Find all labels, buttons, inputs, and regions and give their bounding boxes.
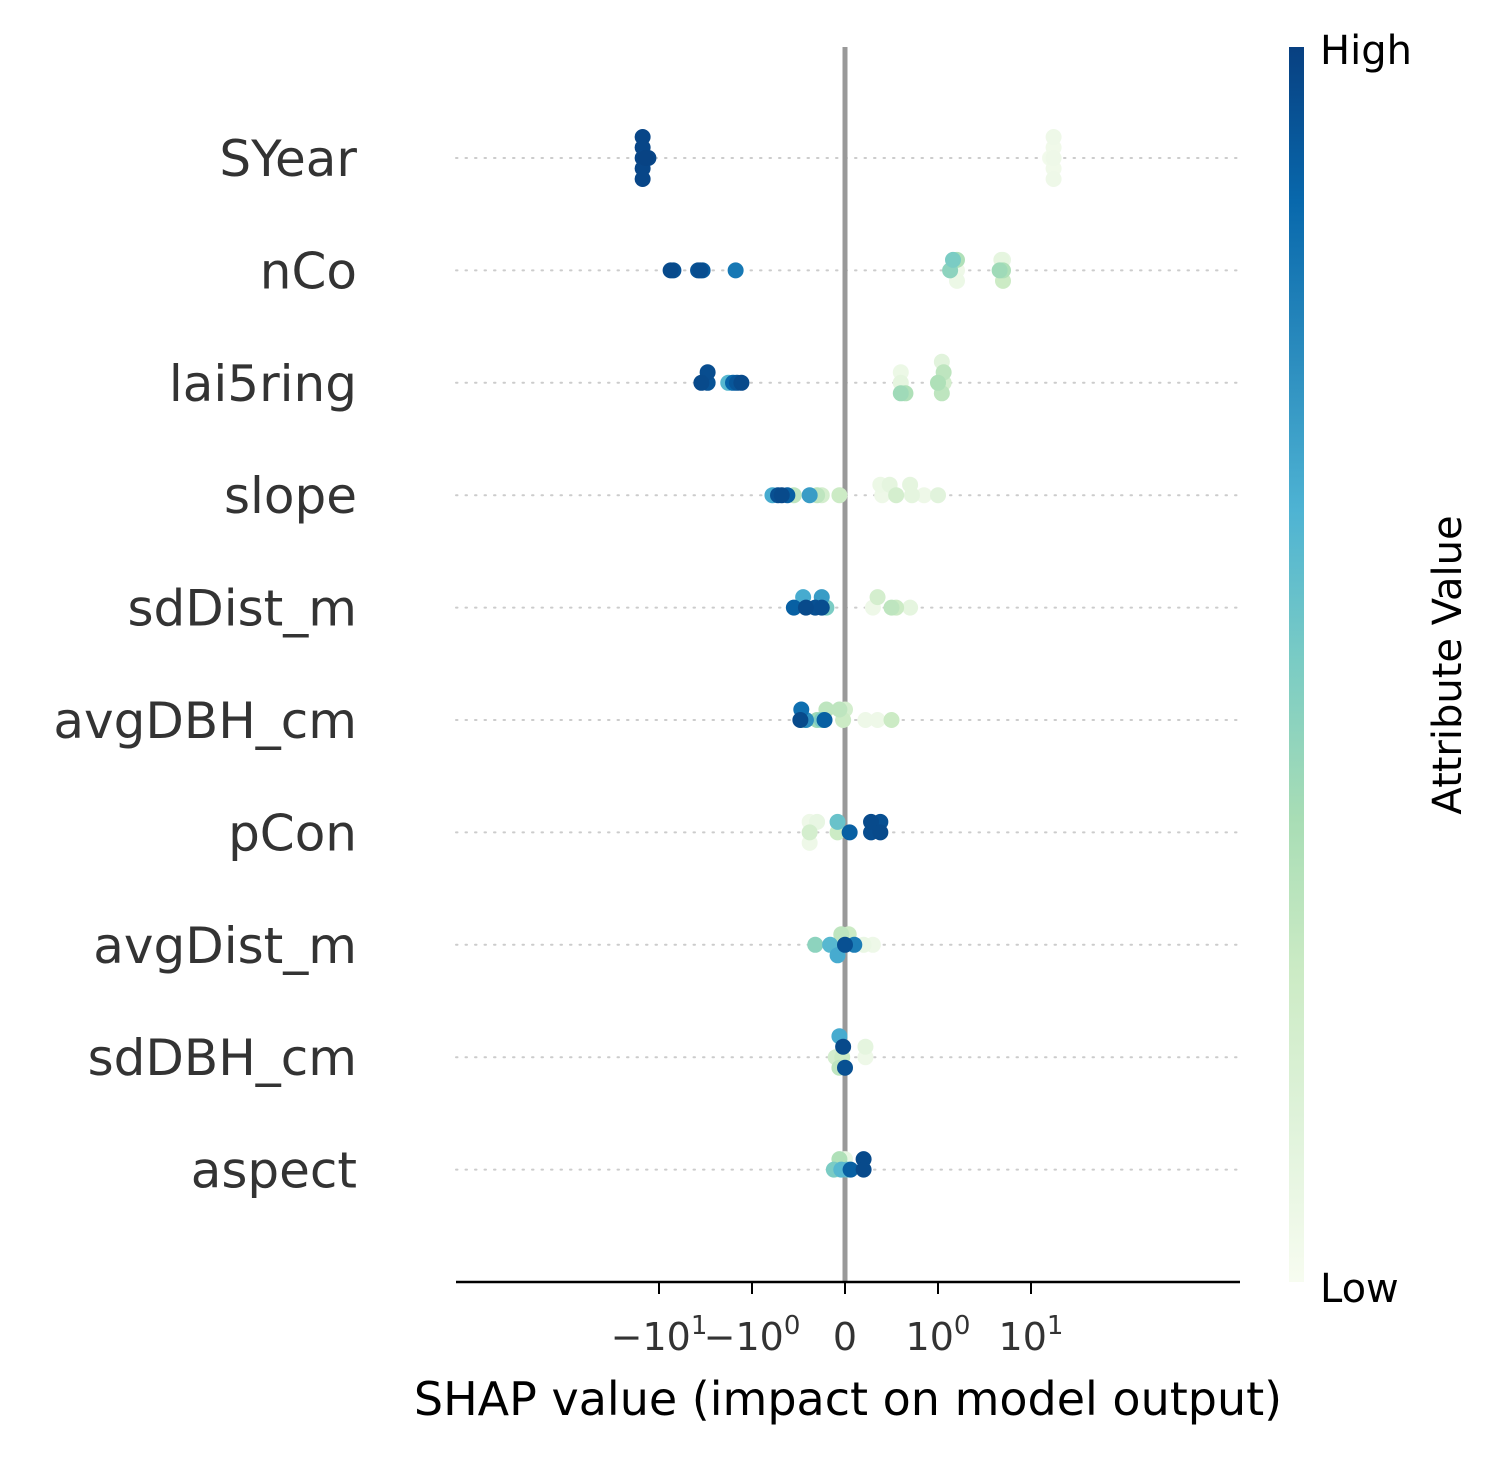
shap-point [903,487,920,504]
x-tick-label: 0 [833,1315,857,1359]
shap-point [727,262,744,279]
shap-point [835,1038,852,1055]
shap-point [785,599,802,616]
shap-point [1045,171,1062,187]
shap-point [916,487,933,504]
shap-point [831,701,848,718]
shap-point [892,385,909,402]
shap-point [693,374,710,391]
shap-point [945,251,962,268]
shap-point [637,150,654,166]
shap-point [883,712,900,728]
shap-point [869,712,886,728]
shap-point [1045,129,1062,145]
shap-point [829,813,846,830]
colorbar-title: Attribute Value [1425,515,1471,814]
shap-point [888,487,905,504]
shap-point [837,1059,853,1076]
shap-point [930,487,946,504]
shap-point [855,1161,872,1178]
shap-point [733,374,750,391]
shap-point [842,1161,859,1178]
colorbar [1289,47,1304,1282]
feature-label: nCo [260,242,357,300]
feature-label: avgDBH_cm [53,692,357,750]
shap-point [902,599,919,616]
shap-point [692,262,709,279]
shap-point [841,824,858,841]
data-points [634,129,1062,1178]
shap-point [807,936,824,953]
feature-rows: SYear nCo lai5ring slope sdDist_m avgDBH_cm pC… [53,130,1241,1200]
feature-label: pCon [228,804,357,862]
x-axis-title: SHAP value (impact on model output) [414,1372,1282,1426]
x-axis-ticks: −101−100 0 100 101 [611,1282,1064,1359]
shap-point [831,487,848,504]
shap-point [991,262,1008,279]
shap-point [1045,150,1062,166]
shap-point [857,1038,874,1055]
colorbar-high-label: High [1320,28,1412,74]
shap-point [857,712,874,728]
feature-label: lai5ring [169,355,357,413]
x-tick-label: 101 [999,1311,1064,1359]
shap-point [930,374,946,391]
shap-point [869,589,886,606]
shap-point [813,599,830,616]
shap-point [816,712,833,728]
shap-point [797,599,814,616]
feature-label: sdDBH_cm [88,1029,357,1087]
shap-point [634,171,651,187]
feature-label: aspect [191,1142,357,1200]
x-tick-label: −101 [611,1311,708,1359]
shap-point [773,487,790,504]
shap-point [801,824,818,841]
shap-point [662,262,679,279]
shap-point [792,712,809,728]
x-tick-label: 100 [906,1311,971,1359]
shap-point [863,813,880,830]
feature-label: sdDist_m [127,580,357,638]
feature-label: avgDist_m [93,917,357,975]
x-tick-label: −100 [704,1311,801,1359]
shap-point [883,599,900,616]
feature-label: slope [224,467,357,525]
feature-label: SYear [219,130,357,188]
shap-point [837,936,853,953]
shap-point [872,824,889,841]
shap-point [801,487,818,504]
colorbar-low-label: Low [1320,1266,1399,1312]
